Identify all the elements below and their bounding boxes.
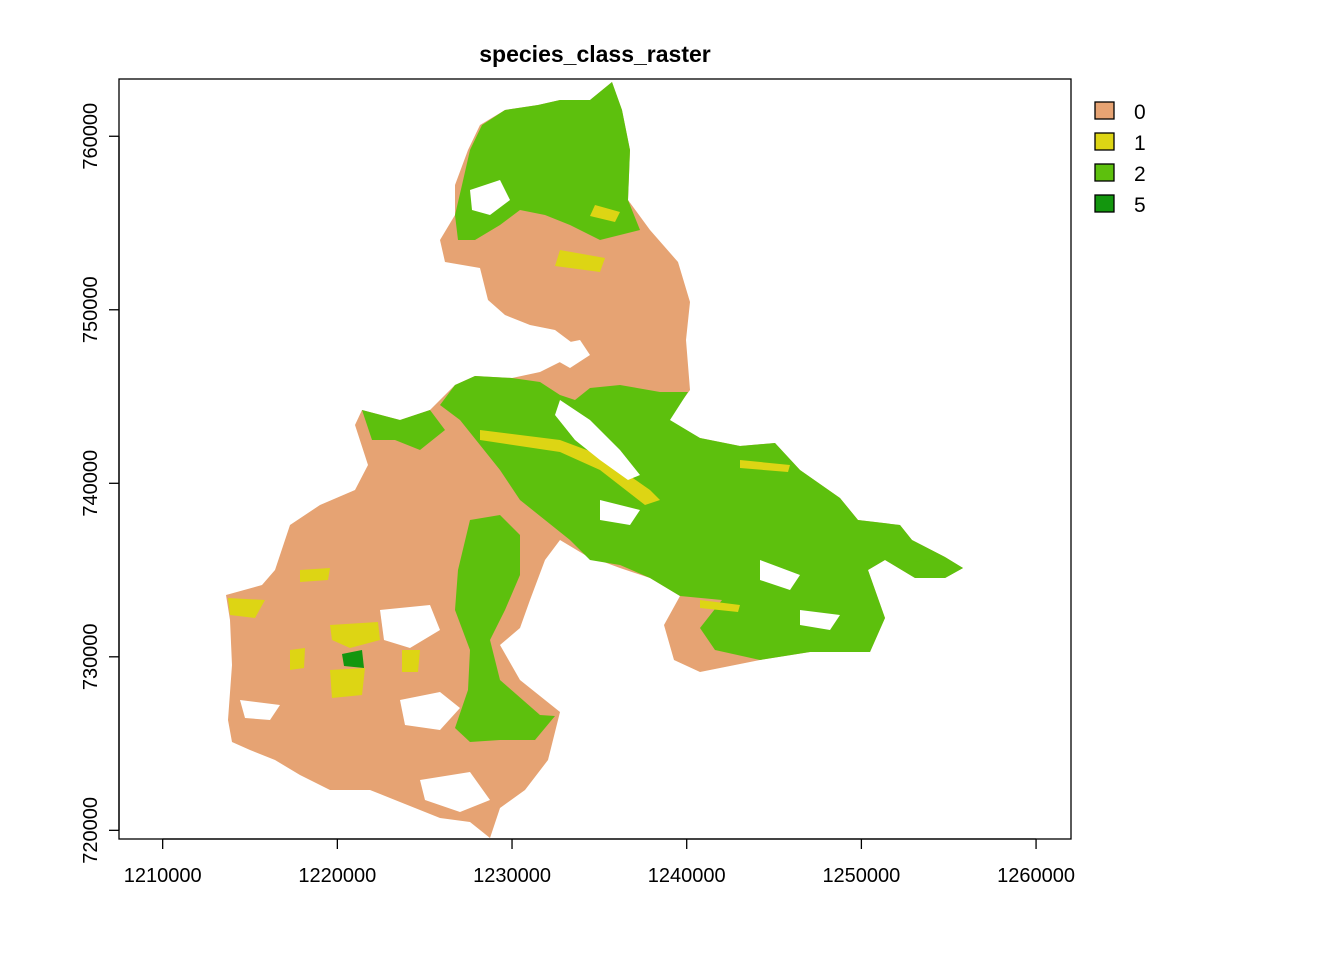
- y-tick-label: 760000: [80, 103, 102, 170]
- x-tick-label: 1240000: [648, 865, 726, 887]
- legend-swatch-0: [1094, 101, 1115, 120]
- legend-label-0: 0: [1134, 101, 1146, 124]
- raster-area-class-2-east-patch: [915, 556, 963, 578]
- raster-area-class-2-west: [362, 410, 445, 450]
- raster-patches-class-1: [228, 205, 790, 698]
- plot-title: species_class_raster: [479, 41, 711, 67]
- raster-area-class-2-south: [455, 515, 555, 742]
- y-tick-label: 720000: [80, 797, 102, 864]
- y-axis: 720000 730000 740000 750000 760000: [80, 103, 120, 864]
- y-tick-label: 730000: [80, 623, 102, 690]
- legend-label-1: 1: [1134, 132, 1146, 155]
- y-tick-label: 740000: [80, 450, 102, 517]
- raster-gaps-na: [240, 180, 840, 812]
- legend-swatch-2: [1094, 163, 1115, 182]
- x-tick-label: 1220000: [298, 865, 376, 887]
- legend-label-5: 5: [1134, 194, 1146, 217]
- legend-swatch-1: [1094, 132, 1115, 151]
- x-tick-label: 1210000: [124, 865, 202, 887]
- legend-swatch-5: [1094, 194, 1115, 213]
- legend-label-2: 2: [1134, 163, 1146, 186]
- raster-patch-class-5: [342, 650, 364, 668]
- x-tick-label: 1230000: [473, 865, 551, 887]
- raster-map: [226, 82, 963, 838]
- x-tick-label: 1250000: [822, 865, 900, 887]
- legend: 0 1 2 5: [1094, 101, 1146, 217]
- x-tick-label: 1260000: [997, 865, 1075, 887]
- y-tick-label: 750000: [80, 276, 102, 343]
- x-axis: 1210000 1220000 1230000 1240000 1250000 12600…: [124, 838, 1075, 887]
